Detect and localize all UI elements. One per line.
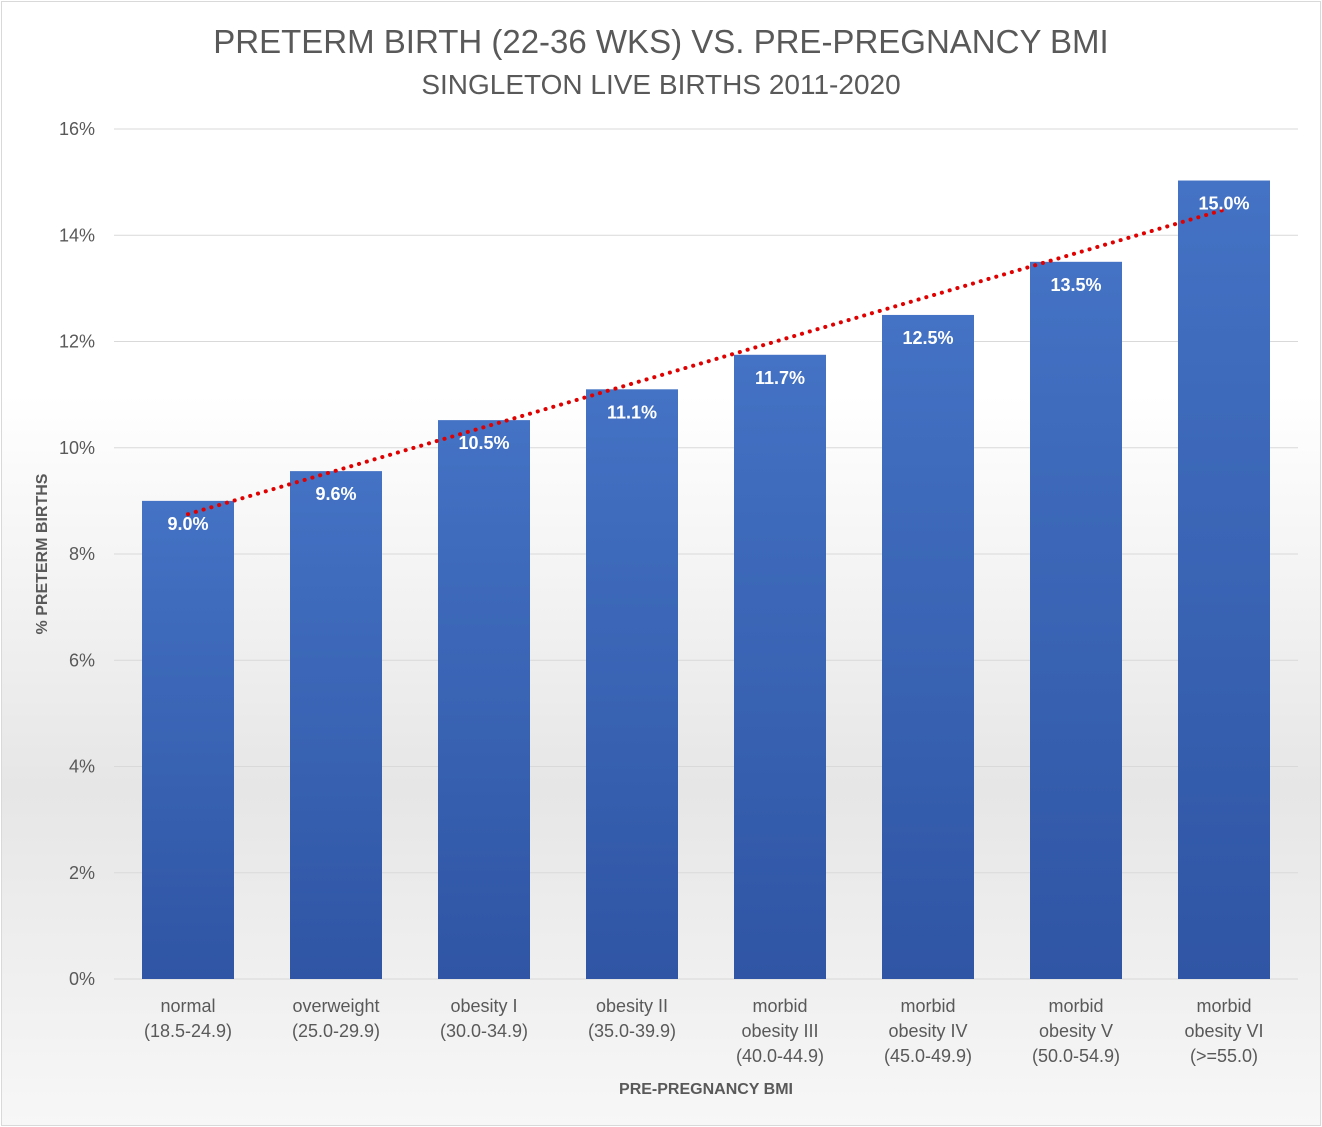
x-axis-title: PRE-PREGNANCY BMI bbox=[619, 1081, 793, 1098]
x-category-label: obesity V bbox=[1039, 1021, 1113, 1041]
y-axis-ticks: 0% 2% 4% 6% 8% 10% 12% 14% 16% bbox=[59, 119, 95, 989]
trendline-path bbox=[186, 207, 1226, 517]
x-category-label: obesity IV bbox=[888, 1021, 967, 1041]
x-category-label: obesity VI bbox=[1184, 1021, 1263, 1041]
y-tick-label: 6% bbox=[69, 650, 95, 670]
x-category-label: morbid bbox=[900, 996, 955, 1016]
x-category-label: overweight bbox=[292, 996, 379, 1016]
data-label: 12.5% bbox=[902, 328, 953, 348]
x-category-label: normal bbox=[160, 996, 215, 1016]
y-tick-label: 8% bbox=[69, 544, 95, 564]
y-tick-label: 4% bbox=[69, 757, 95, 777]
data-label: 9.0% bbox=[167, 514, 208, 534]
bar bbox=[1030, 261, 1122, 979]
y-tick-label: 12% bbox=[59, 332, 95, 352]
x-category-label: obesity II bbox=[596, 996, 668, 1016]
x-category-label: (18.5-24.9) bbox=[144, 1021, 232, 1041]
y-axis-title: % PRETERM BIRTHS bbox=[34, 473, 51, 634]
y-tick-label: 16% bbox=[59, 119, 95, 139]
data-label: 11.7% bbox=[755, 368, 805, 388]
y-tick-label: 0% bbox=[69, 969, 95, 989]
y-tick-label: 14% bbox=[59, 225, 95, 245]
x-category-label: morbid bbox=[1196, 996, 1251, 1016]
bar bbox=[142, 500, 234, 979]
data-label: 11.1% bbox=[607, 402, 657, 422]
x-category-label: morbid bbox=[752, 996, 807, 1016]
bars bbox=[142, 180, 1270, 979]
x-axis-categories: normal (18.5-24.9) overweight (25.0-29.9) ob… bbox=[144, 996, 1264, 1066]
x-category-label: (30.0-34.9) bbox=[440, 1021, 528, 1041]
bar bbox=[438, 420, 530, 979]
x-category-label: (50.0-54.9) bbox=[1032, 1046, 1120, 1066]
x-category-label: (25.0-29.9) bbox=[292, 1021, 380, 1041]
bar bbox=[882, 314, 974, 979]
bar bbox=[734, 354, 826, 979]
x-category-label: obesity III bbox=[741, 1021, 818, 1041]
x-category-label: (45.0-49.9) bbox=[884, 1046, 972, 1066]
bar bbox=[1178, 180, 1270, 979]
x-category-label: obesity I bbox=[450, 996, 517, 1016]
data-label: 13.5% bbox=[1050, 275, 1101, 295]
bar bbox=[290, 471, 382, 979]
x-category-label: (35.0-39.9) bbox=[588, 1021, 676, 1041]
data-label: 10.5% bbox=[458, 433, 509, 453]
trendline bbox=[186, 207, 1226, 517]
y-tick-label: 2% bbox=[69, 863, 95, 883]
x-category-label: morbid bbox=[1048, 996, 1103, 1016]
data-labels: 9.0% 9.6% 10.5% 11.1% 11.7% 12.5% 13.5% 15.0% bbox=[167, 194, 1249, 534]
bar bbox=[586, 389, 678, 979]
data-label: 9.6% bbox=[315, 484, 356, 504]
x-category-label: (>=55.0) bbox=[1190, 1046, 1258, 1066]
data-label: 15.0% bbox=[1198, 194, 1249, 214]
chart-title: PRETERM BIRTH (22-36 WKS) VS. PRE-PREGNA… bbox=[213, 23, 1108, 60]
y-tick-label: 10% bbox=[59, 438, 95, 458]
chart-subtitle: SINGLETON LIVE BIRTHS 2011-2020 bbox=[421, 69, 900, 100]
x-category-label: (40.0-44.9) bbox=[736, 1046, 824, 1066]
